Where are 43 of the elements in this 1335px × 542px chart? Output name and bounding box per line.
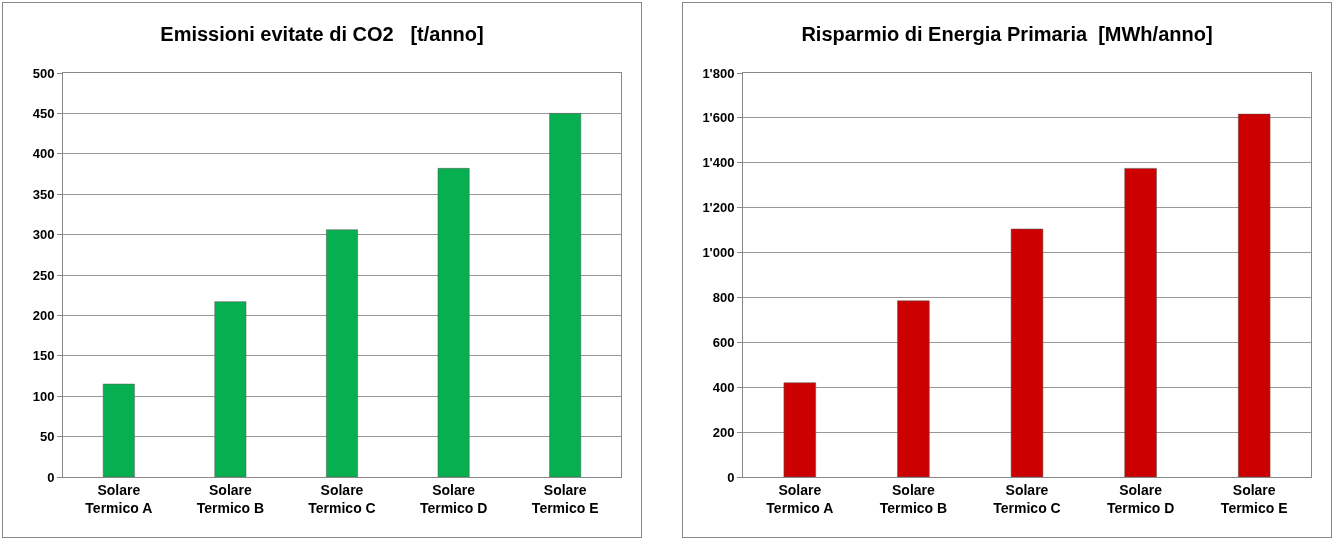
y-tick-label: 50 [39,429,55,445]
chart-title: Risparmio di Energia Primaria [MWh/anno] [801,23,1213,46]
y-tick-label: 450 [32,105,55,121]
x-tick-label: Solare Termico A [85,481,153,516]
y-tick-label: 0 [727,469,735,485]
x-tick-label: Solare Termico E [531,481,599,516]
y-tick-label: 0 [47,469,55,485]
chart-title: Emissioni evitate di CO2 [t/anno] [160,23,484,46]
y-tick-label: 300 [32,227,55,243]
y-tick-label: 1'800 [702,65,735,81]
x-tick-label: Solare Termico D [419,481,488,516]
x-tick-label: Solare Termico C [308,481,376,516]
x-tick-label: Solare Termico D [1106,481,1175,516]
x-tick-label: Solare Termico B [196,481,265,516]
y-tick-label: 200 [712,424,735,440]
bar [214,301,247,477]
bar [326,229,358,477]
y-tick-label: 350 [32,186,55,202]
y-tick-label: 500 [32,65,55,81]
y-tick-label: 1'200 [702,200,735,216]
x-tick-label: Solare Termico C [993,481,1061,516]
y-tick-label: 800 [712,289,735,305]
x-tick-label: Solare Termico E [1220,481,1288,516]
bar [102,383,135,477]
y-tick-label: 1'600 [702,110,735,126]
y-tick-label: 100 [32,388,55,404]
y-tick-label: 400 [32,146,55,162]
y-tick-label: 250 [32,267,55,283]
x-tick-label: Solare Termico A [766,481,834,516]
bar [1010,228,1044,477]
y-tick-label: 1'400 [702,155,735,171]
bar [437,168,470,477]
y-tick-label: 400 [712,379,735,395]
bar [1238,113,1271,477]
y-tick-label: 1'000 [702,245,735,261]
y-tick-label: 150 [32,348,55,364]
y-tick-label: 600 [712,334,735,350]
y-tick-label: 200 [32,307,55,323]
bar [1124,168,1157,477]
bar [549,113,582,477]
bar [783,382,816,477]
bar [897,300,930,477]
x-tick-label: Solare Termico B [879,481,948,516]
